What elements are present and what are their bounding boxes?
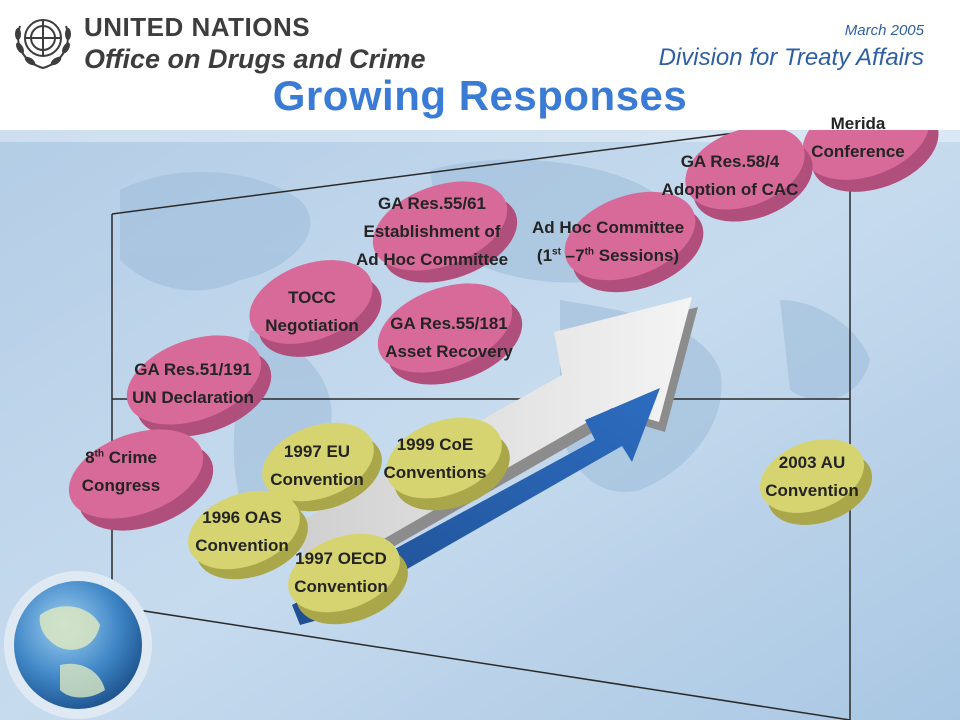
event-eu1997-line1: 1997 EU [283, 442, 351, 461]
event-merida-conference: Merida Conference [800, 110, 916, 166]
event-crime-sup: th [94, 448, 104, 460]
event-adhoc-line1: Ad Hoc Committee [531, 218, 685, 237]
division-name: Division for Treaty Affairs [658, 44, 924, 71]
globe-icon [4, 571, 152, 719]
pink-discs [68, 92, 939, 531]
event-adhoc-sup1: st [552, 246, 561, 258]
event-ga5561-line3: Ad Hoc Committee [355, 250, 509, 269]
event-merida-line2: Conference [811, 142, 905, 161]
org-name-line2: Office on Drugs and Crime [84, 44, 426, 74]
event-adhoc-line2-pre: (1 [536, 246, 553, 265]
event-adhoc-sup2: th [584, 246, 595, 258]
event-ga-res-55-61: GA Res.55/61 Establishment of Ad Hoc Com… [340, 190, 524, 274]
org-name-line1: UNITED NATIONS [84, 12, 311, 42]
slide-title: Growing Responses [272, 72, 688, 119]
event-oas1996-line2: Convention [195, 536, 289, 555]
event-crime-line1: 8th Crime [66, 444, 176, 472]
event-ga-res-58-4: GA Res.58/4 Adoption of CAC [648, 148, 812, 204]
event-oecd1997-line2: Convention [294, 577, 388, 596]
event-oecd1997-line1: 1997 OECD [295, 549, 387, 568]
event-ga55181-line2: Asset Recovery [385, 342, 513, 361]
event-1997-oecd-convention: 1997 OECD Convention [282, 545, 400, 601]
event-adhoc-line2-mid: –7 [560, 246, 585, 265]
event-coe1999-line1: 1999 CoE [396, 435, 474, 454]
event-1997-eu-convention: 1997 EU Convention [258, 438, 376, 494]
slide-header [0, 0, 960, 130]
event-ga51191-line1: GA Res.51/191 [134, 360, 252, 379]
perspective-frame [111, 117, 851, 720]
event-ga58-line2: Adoption of CAC [661, 180, 799, 199]
event-1996-oas-convention: 1996 OAS Convention [186, 504, 298, 560]
event-ga5561-line1: GA Res.55/61 [377, 194, 487, 213]
yellow-discs [188, 417, 873, 625]
event-ad-hoc-committee: Ad Hoc Committee (1st –7th Sessions) [518, 214, 698, 270]
event-tocc-line1: TOCC [288, 288, 336, 307]
event-adhoc-line2: (1st –7th Sessions) [518, 242, 698, 270]
event-adhoc-line2-post: Sessions) [594, 246, 680, 265]
event-2003-au-convention: 2003 AU Convention [752, 449, 872, 505]
event-ga51191-line2: UN Declaration [132, 388, 254, 407]
event-crime-line1-pre: 8 [85, 448, 95, 467]
event-oas1996-line1: 1996 OAS [202, 508, 282, 527]
event-crime-line1-post: Crime [104, 448, 157, 467]
event-8th-crime-congress: 8th Crime Congress [66, 444, 176, 500]
event-ga-res-55-181: GA Res.55/181 Asset Recovery [370, 310, 528, 366]
event-tocc-line2: Negotiation [265, 316, 359, 335]
event-au2003-line1: 2003 AU [778, 453, 846, 472]
event-ga58-line1: GA Res.58/4 [680, 152, 780, 171]
event-au2003-line2: Convention [765, 481, 859, 500]
un-emblem-icon [15, 19, 71, 70]
event-tocc-negotiation: TOCC Negotiation [252, 284, 372, 340]
event-merida-line1: Merida [830, 114, 886, 133]
event-ga5561-line2: Establishment of [363, 222, 501, 241]
event-eu1997-line2: Convention [270, 470, 364, 489]
event-crime-line2: Congress [81, 476, 161, 495]
slide-date: March 2005 [844, 22, 924, 39]
event-1999-coe-conventions: 1999 CoE Conventions [372, 431, 498, 487]
event-ga55181-line1: GA Res.55/181 [390, 314, 508, 333]
event-ga-res-51-191: GA Res.51/191 UN Declaration [116, 356, 270, 412]
event-coe1999-line2: Conventions [383, 463, 487, 482]
